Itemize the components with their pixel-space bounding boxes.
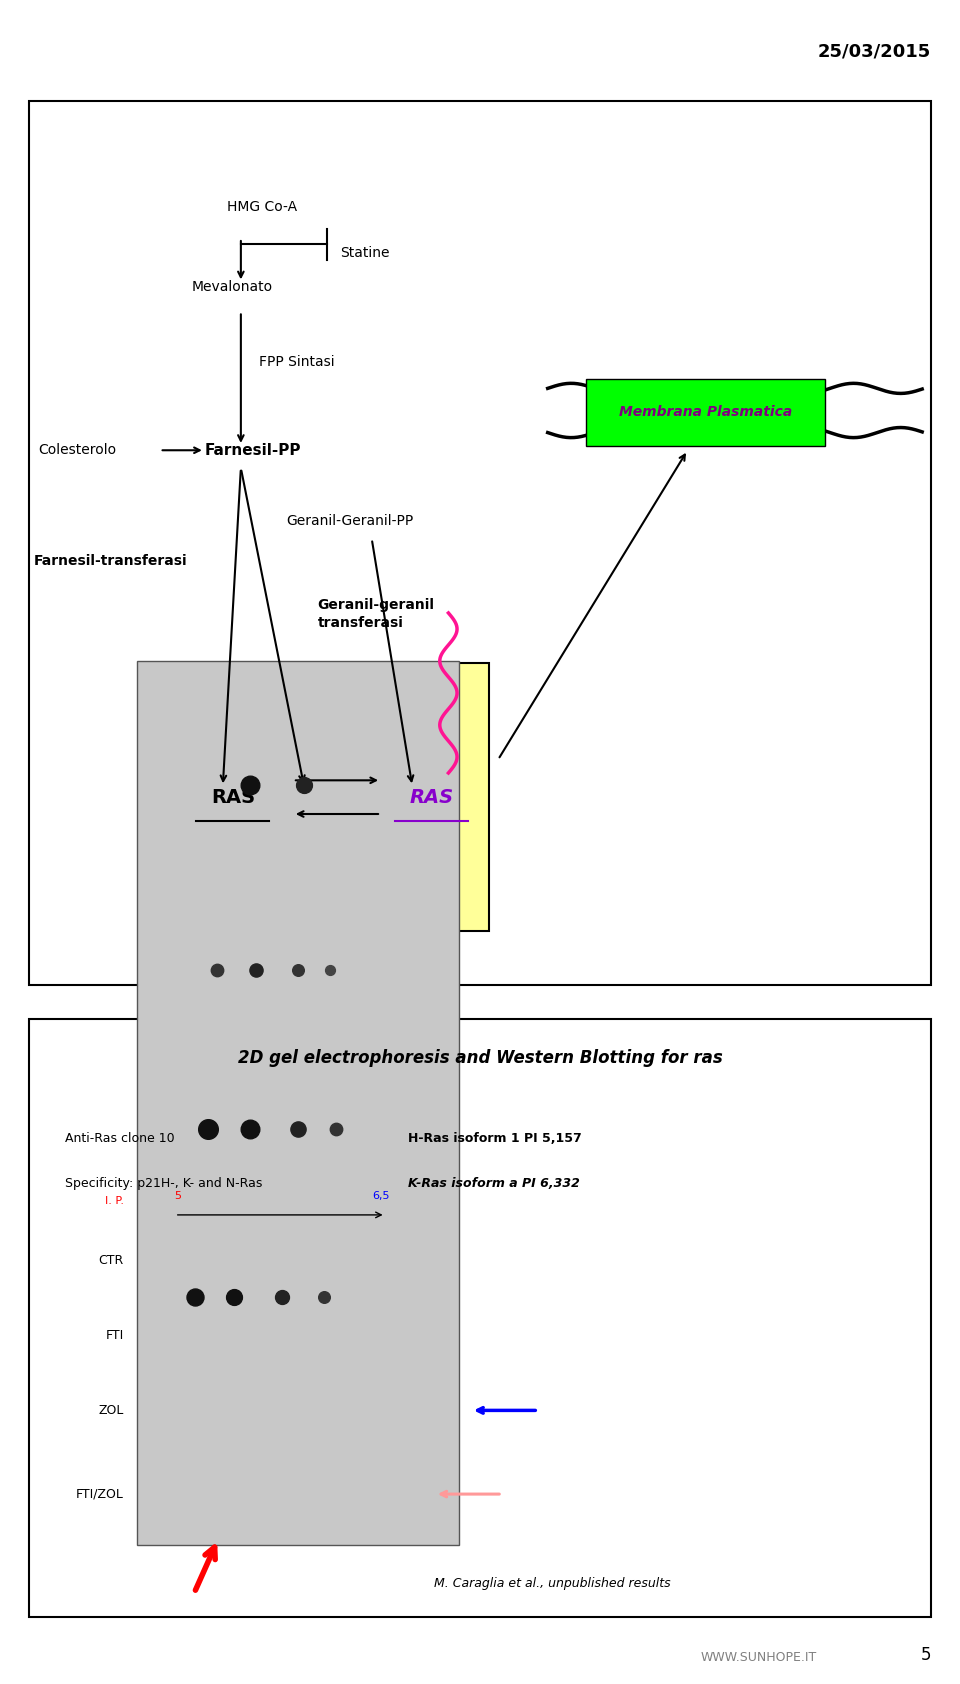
Text: Membrana Plasmatica: Membrana Plasmatica [619,406,793,419]
Point [275,1283,290,1310]
Text: Anti-Ras clone 10: Anti-Ras clone 10 [65,1132,175,1145]
Text: Colesterolo: Colesterolo [37,443,116,458]
FancyBboxPatch shape [137,660,459,1544]
Text: Farnesil-transferasi: Farnesil-transferasi [34,554,187,568]
FancyBboxPatch shape [29,1019,931,1617]
Text: Farnesil-PP: Farnesil-PP [204,443,301,458]
Text: FPP Sintasi: FPP Sintasi [259,355,334,369]
Point [242,771,257,798]
Text: RAS: RAS [409,788,453,807]
Text: I. P.: I. P. [105,1196,124,1206]
Point [226,1283,241,1310]
FancyBboxPatch shape [374,663,489,931]
Text: Mevalonato: Mevalonato [191,280,273,293]
Point [290,957,305,983]
Text: FTI: FTI [106,1329,124,1342]
Text: 6,5: 6,5 [372,1191,390,1201]
FancyBboxPatch shape [176,663,290,931]
Point [187,1283,203,1310]
Text: 2D gel electrophoresis and Western Blotting for ras: 2D gel electrophoresis and Western Blott… [238,1049,722,1066]
Text: FTI/ZOL: FTI/ZOL [76,1487,124,1500]
Text: WWW.SUNHOPE.IT: WWW.SUNHOPE.IT [701,1650,817,1664]
Text: HMG Co-A: HMG Co-A [228,200,298,214]
Point [242,1116,257,1143]
Text: K-Ras isoform a PI 6,332: K-Ras isoform a PI 6,332 [408,1177,580,1189]
Point [200,1116,215,1143]
Text: H-Ras isoform 1 PI 5,157: H-Ras isoform 1 PI 5,157 [408,1132,582,1145]
Point [316,1283,331,1310]
Point [290,1116,305,1143]
Point [210,957,226,983]
Text: Geranil-geranil
transferasi: Geranil-geranil transferasi [318,598,435,630]
Text: CTR: CTR [98,1255,124,1268]
Text: RAS: RAS [211,788,255,807]
Text: ZOL: ZOL [98,1404,124,1416]
FancyBboxPatch shape [587,379,826,446]
Point [297,771,312,798]
Point [328,1116,345,1143]
Text: Statine: Statine [340,246,390,259]
Text: 5: 5 [921,1645,931,1664]
Point [249,957,264,983]
Text: Specificity: p21H-, K- and N-Ras: Specificity: p21H-, K- and N-Ras [65,1177,262,1189]
FancyBboxPatch shape [29,101,931,985]
Point [323,957,338,983]
Text: Geranil-Geranil-PP: Geranil-Geranil-PP [286,514,413,529]
Text: 5: 5 [174,1191,181,1201]
Text: 25/03/2015: 25/03/2015 [818,42,931,61]
Text: M. Caraglia et al., unpublished results: M. Caraglia et al., unpublished results [434,1578,670,1590]
